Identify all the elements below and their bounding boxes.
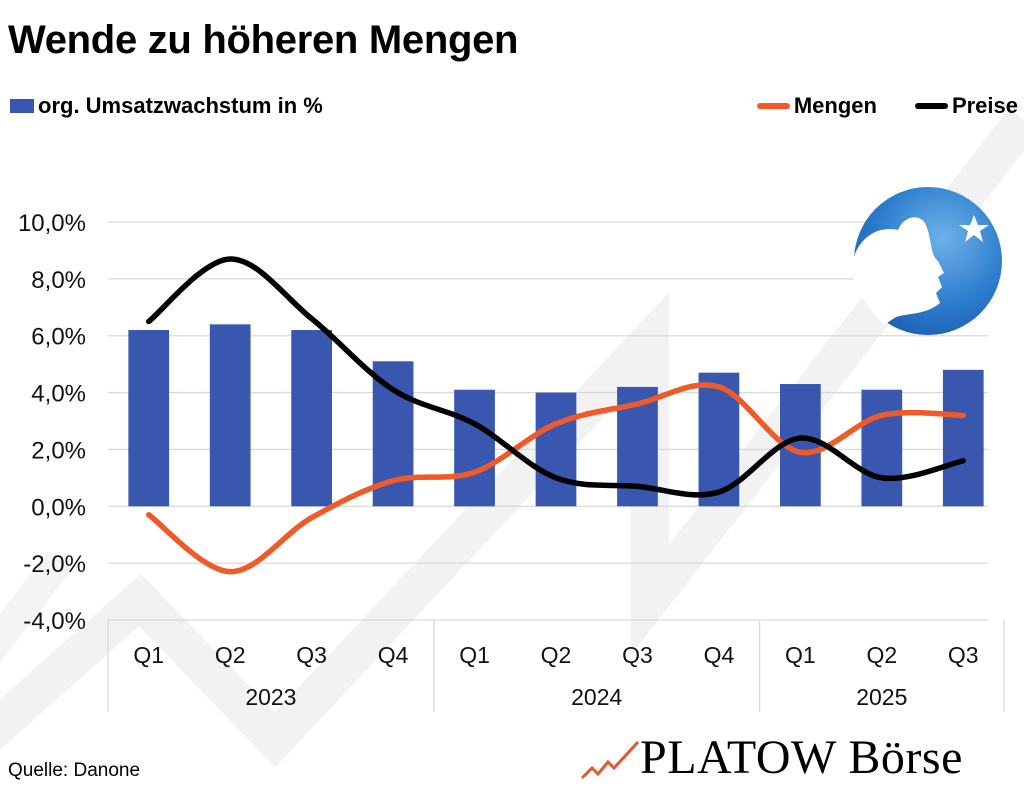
source-note: Quelle: Danone	[8, 760, 141, 781]
legend-swatch-mengen	[756, 103, 790, 109]
bar	[454, 389, 495, 507]
legend-item-umsatz: org. Umsatzwachstum in %	[10, 93, 323, 119]
x-tick-label: Q1	[133, 642, 164, 668]
x-tick-label: Q2	[215, 642, 246, 668]
y-tick-label: 6,0%	[31, 324, 86, 351]
bar	[291, 330, 332, 507]
x-tick-label: Q1	[785, 642, 816, 668]
x-tick-label: Q4	[704, 642, 735, 668]
bar	[861, 389, 903, 507]
platow-boerse-logo: PLATOW Börse	[580, 734, 963, 782]
bar	[209, 324, 251, 507]
y-tick-label: 0,0%	[31, 494, 86, 521]
legend-swatch-preise	[914, 103, 948, 109]
bar	[535, 392, 577, 507]
y-tick-label: 2,0%	[31, 437, 86, 464]
platow-boerse-wordmark: PLATOW Börse	[640, 731, 963, 784]
legend-lines: Mengen Preise	[719, 93, 1018, 119]
y-tick-label: 8,0%	[31, 267, 86, 294]
legend-label-preise: Preise	[951, 93, 1018, 118]
x-group-label: 2025	[856, 684, 907, 710]
y-tick-label: 4,0%	[31, 381, 86, 408]
y-tick-label: -4,0%	[23, 608, 86, 635]
x-tick-label: Q2	[866, 642, 897, 668]
danone-logo-icon	[851, 187, 1002, 335]
x-tick-label: Q2	[541, 642, 572, 668]
chart-title: Wende zu höheren Mengen	[8, 18, 519, 62]
x-tick-label: Q3	[296, 642, 327, 668]
bar	[942, 369, 984, 507]
legend-label-mengen: Mengen	[793, 93, 877, 118]
y-tick-label: 10,0%	[18, 210, 86, 237]
x-tick-label: Q3	[948, 642, 979, 668]
bar	[128, 330, 170, 507]
y-tick-label: -2,0%	[23, 551, 86, 578]
x-tick-label: Q1	[459, 642, 490, 668]
x-tick-label: Q3	[622, 642, 653, 668]
legend-label-umsatz: org. Umsatzwachstum in %	[38, 93, 323, 118]
x-group-label: 2023	[245, 684, 296, 710]
legend-swatch-bar	[10, 99, 34, 113]
legend-item-preise: Preise	[914, 93, 1018, 119]
x-tick-label: Q4	[378, 642, 409, 668]
rising-chart-icon	[580, 740, 640, 780]
line-preise	[145, 256, 967, 498]
legend-item-mengen: Mengen	[756, 93, 877, 119]
x-group-label: 2024	[571, 684, 622, 710]
